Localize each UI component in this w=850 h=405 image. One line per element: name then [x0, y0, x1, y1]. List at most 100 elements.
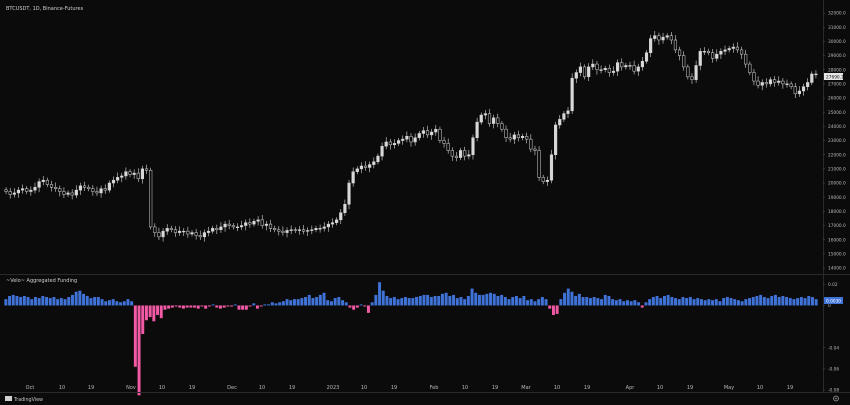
candle-body [430, 131, 434, 136]
candle [310, 225, 314, 235]
candle [268, 219, 273, 233]
candle-body [12, 192, 16, 195]
price-tick-label: 19000.0 [828, 195, 846, 201]
candle [678, 46, 682, 61]
candle [570, 73, 574, 114]
time-axis[interactable]: Oct 10 19 Nov 10 19 Dec 10 19 2023 10 19 Feb 10 19 Mar 1… [26, 385, 794, 391]
candle [442, 136, 446, 148]
candle-body [463, 150, 467, 157]
candle [463, 146, 467, 161]
funding-bar [640, 305, 644, 308]
candle-body [136, 172, 140, 180]
candle [372, 157, 376, 169]
funding-bar [485, 293, 489, 306]
funding-bar [22, 295, 26, 306]
candle-body [87, 187, 91, 189]
candle-body [285, 230, 289, 233]
candle-body [616, 62, 620, 72]
candle [29, 186, 33, 196]
candle-body [644, 52, 649, 62]
funding-bar [307, 294, 311, 306]
candle-body [190, 232, 194, 235]
funding-bar [785, 297, 789, 306]
funding-bar [211, 304, 215, 306]
candle [801, 83, 806, 96]
funding-bar [230, 305, 234, 307]
funding-bar [207, 305, 211, 307]
candle-body [731, 46, 735, 49]
funding-bar [326, 300, 330, 306]
tradingview-logo-icon [5, 396, 12, 401]
gear-icon[interactable] [833, 395, 839, 402]
candle-body [409, 136, 413, 143]
candle [8, 187, 12, 199]
candle-body [215, 228, 219, 231]
candle [475, 117, 479, 142]
candle-body [405, 136, 409, 140]
candle [153, 223, 157, 237]
funding-bar [392, 297, 396, 306]
candle-body [33, 187, 37, 191]
candle [640, 56, 644, 71]
funding-bar [374, 294, 378, 306]
funding-bar [259, 305, 263, 307]
funding-bar [30, 299, 34, 306]
funding-bar [37, 298, 41, 306]
price-axis[interactable]: 32000.0 31000.0 30000.0 29000.0 28000.0 27000… [823, 11, 846, 272]
candle-body [653, 35, 657, 39]
candle-body [768, 79, 773, 85]
candle [620, 58, 624, 71]
funding-bar [448, 295, 452, 306]
funding-bar [45, 297, 49, 306]
candle [425, 125, 430, 138]
candle-body [49, 184, 54, 188]
candle [764, 78, 768, 88]
candle-body [764, 82, 768, 85]
funding-bar [274, 303, 278, 306]
time-tick-label: 10 [657, 385, 663, 391]
candle [202, 229, 206, 242]
candle-body [661, 36, 665, 41]
time-tick-label: 10 [59, 385, 65, 391]
funding-bar [159, 305, 163, 319]
candle-body [578, 66, 582, 73]
candle [111, 176, 116, 188]
candle [434, 124, 438, 136]
funding-bar [426, 294, 430, 306]
funding-bar [540, 297, 544, 306]
candle-body [95, 191, 99, 194]
candle-body [330, 222, 335, 225]
candle [719, 48, 723, 59]
candle-body [397, 140, 401, 144]
candle-body [132, 172, 136, 175]
funding-bar [614, 300, 618, 306]
candle [694, 60, 698, 83]
candle [706, 48, 711, 56]
candle-body [789, 83, 793, 87]
candle-body [124, 171, 128, 177]
funding-bar [751, 297, 755, 306]
candle [128, 169, 132, 178]
candle [768, 77, 773, 87]
time-tick-label: 10 [259, 385, 265, 391]
candle [430, 128, 434, 140]
funding-indicator-title: ~Velo~ Aggregated Funding [6, 278, 77, 284]
funding-bar [407, 298, 411, 306]
candle [16, 186, 21, 198]
candle-body [417, 133, 421, 138]
funding-bar [296, 299, 300, 306]
candle-body [248, 222, 252, 225]
price-tick-label: 27000.0 [828, 81, 846, 87]
tradingview-logo[interactable]: TradingView [5, 396, 43, 403]
funding-axis[interactable]: 0.02 0 -0.04 -0.06 -0.08 [823, 282, 839, 394]
candle-body [425, 130, 430, 136]
funding-bar [415, 297, 419, 306]
funding-bar [470, 288, 474, 306]
funding-bar [674, 298, 678, 306]
candle-body [562, 113, 566, 120]
candle-body [310, 229, 314, 231]
candle-body [153, 226, 157, 233]
funding-bar [133, 305, 137, 367]
funding-bar [677, 299, 681, 306]
candle [673, 35, 678, 54]
